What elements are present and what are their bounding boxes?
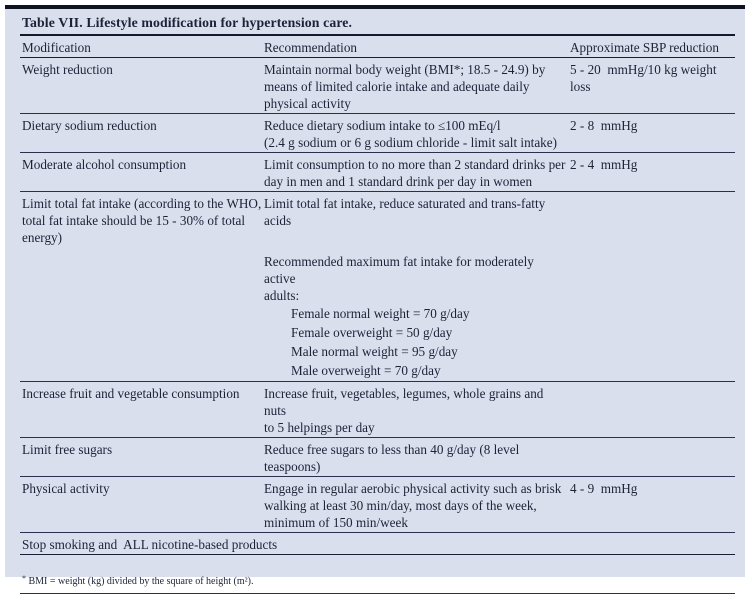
text-line: Dietary sodium reduction [22, 118, 157, 133]
text-line: Limit total fat intake (according to the… [22, 196, 262, 211]
stop-smoking-text: Stop smoking and ALL nicotine-based prod… [22, 537, 278, 552]
text-line: 5 - 20 mmHg/10 kg weight loss [570, 62, 720, 94]
sbp-reduction-cell [568, 441, 735, 475]
text-line: means of limited calorie intake and adeq… [264, 79, 530, 94]
modification-cell: Increase fruit and vegetable consumption [20, 385, 262, 436]
text-line: 4 - 9 mmHg [570, 481, 638, 496]
column-header-recommendation: Recommendation [264, 40, 358, 55]
text-line: Limit consumption to no more than 2 stan… [264, 157, 566, 172]
text-line: Female normal weight = 70 g/day [291, 306, 470, 321]
column-header-modification: Modification [22, 40, 91, 55]
text-line: walking at least 30 min/day, most days o… [264, 498, 537, 513]
recommendation-cell: Increase fruit, vegetables, legumes, who… [262, 385, 568, 436]
text-line: Recommended maximum fat intake for moder… [264, 254, 538, 286]
text-line: day in men and 1 standard drink per day … [264, 174, 533, 189]
table-header-row: Modification Recommendation Approximate … [20, 36, 735, 58]
text-line: Female overweight = 50 g/day [291, 325, 453, 340]
text-line: adults: [264, 288, 300, 303]
text-line: total fat intake should be 15 - 30% of t… [22, 213, 246, 228]
text-line: Increase fruit and vegetable consumption [22, 386, 240, 401]
spacer [264, 229, 568, 253]
text-line: 2 - 8 mmHg [570, 118, 638, 133]
table-container: Table VII. Lifestyle modification for hy… [20, 9, 735, 594]
text-line: Limit total fat intake, reduce saturated… [264, 196, 546, 211]
recommendation-cell: Maintain normal body weight (BMI*; 18.5 … [262, 61, 568, 112]
table-row: Increase fruit and vegetable consumption… [20, 382, 735, 438]
table-row: Limit free sugars Reduce free sugars to … [20, 438, 735, 477]
recommendation-cell: Limit consumption to no more than 2 stan… [262, 156, 568, 190]
text-line: Moderate alcohol consumption [22, 157, 187, 172]
table-panel: Table VII. Lifestyle modification for hy… [5, 5, 745, 594]
text-line: physical activity [264, 96, 351, 111]
modification-cell: Dietary sodium reduction [20, 117, 262, 151]
recommendation-cell: Reduce dietary sodium intake to ≤100 mEq… [262, 117, 568, 151]
modification-cell: Moderate alcohol consumption [20, 156, 262, 190]
text-line: to 5 helpings per day [264, 420, 375, 435]
text-line: Reduce dietary sodium intake to ≤100 mEq… [264, 118, 501, 133]
column-header-sbp-reduction: Approximate SBP reduction [570, 40, 719, 55]
sbp-reduction-cell: 2 - 4 mmHg [568, 156, 735, 190]
text-line: Increase fruit, vegetables, legumes, who… [264, 386, 547, 418]
text-line: Limit free sugars [22, 442, 113, 457]
text-line: Maintain normal body weight (BMI*; 18.5 … [264, 62, 546, 77]
table-body: Weight reduction Maintain normal body we… [20, 58, 735, 533]
table-title: Table VII. Lifestyle modification for hy… [20, 9, 735, 36]
text-line: Weight reduction [22, 62, 113, 77]
sbp-reduction-cell [568, 195, 735, 380]
text-line: (2.4 g sodium or 6 g sodium chloride - l… [264, 135, 558, 150]
footnote-marker: * [22, 574, 26, 583]
sbp-reduction-cell: 2 - 8 mmHg [568, 117, 735, 151]
recommendation-cell: Reduce free sugars to less than 40 g/day… [262, 441, 568, 475]
table-row: Dietary sodium reduction Reduce dietary … [20, 114, 735, 153]
footnote-text: BMI = weight (kg) divided by the square … [28, 576, 254, 587]
text-line: teaspoons) [264, 459, 321, 474]
modification-cell: Limit free sugars [20, 441, 262, 475]
table-top-rule [5, 5, 745, 9]
bmi-footnote: * BMI = weight (kg) divided by the squar… [20, 574, 735, 594]
table-row: Moderate alcohol consumption Limit consu… [20, 153, 735, 192]
sbp-reduction-cell: 4 - 9 mmHg [568, 480, 735, 531]
text-line: Physical activity [22, 481, 110, 496]
text-line: energy) [22, 230, 63, 245]
text-line: minimum of 150 min/week [264, 515, 408, 530]
text-line: Reduce free sugars to less than 40 g/day… [264, 442, 520, 457]
modification-cell: Weight reduction [20, 61, 262, 112]
table-row: Limit total fat intake (according to the… [20, 192, 735, 382]
text-line: 2 - 4 mmHg [570, 157, 638, 172]
text-line: Male overweight = 70 g/day [291, 363, 441, 378]
table-row: Physical activity Engage in regular aero… [20, 477, 735, 533]
sbp-reduction-cell: 5 - 20 mmHg/10 kg weight loss [568, 61, 735, 112]
table-row: Weight reduction Maintain normal body we… [20, 58, 735, 114]
recommendation-cell: Engage in regular aerobic physical activ… [262, 480, 568, 531]
recommendation-cell: Limit total fat intake, reduce saturated… [262, 195, 568, 380]
modification-cell: Physical activity [20, 480, 262, 531]
sbp-reduction-cell [568, 385, 735, 436]
text-line: Male normal weight = 95 g/day [291, 344, 458, 359]
modification-cell: Limit total fat intake (according to the… [20, 195, 262, 380]
stop-smoking-row: Stop smoking and ALL nicotine-based prod… [20, 533, 735, 555]
text-line: Engage in regular aerobic physical activ… [264, 481, 562, 496]
text-line: acids [264, 213, 292, 228]
